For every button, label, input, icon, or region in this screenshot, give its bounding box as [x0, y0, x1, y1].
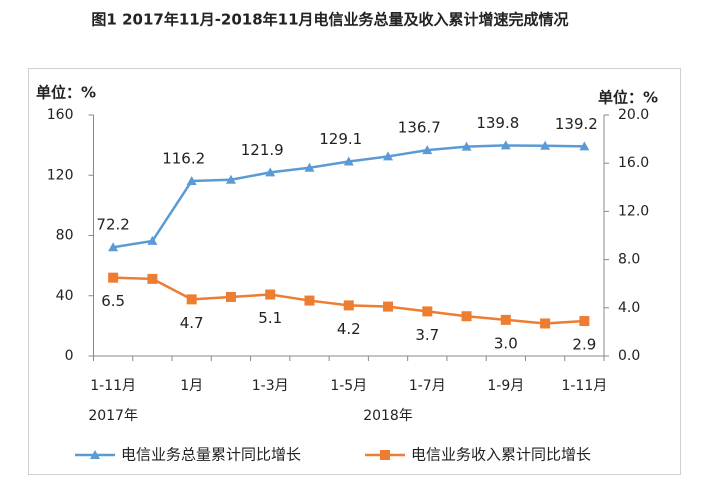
y-tick-label: 0	[65, 348, 74, 364]
year-label: 2017年	[88, 408, 138, 424]
point-marker	[108, 272, 119, 283]
point-marker	[147, 273, 158, 284]
point-marker	[422, 145, 433, 155]
x-tick-label: 1-11月	[90, 378, 136, 394]
chart-title: 图1 2017年11月-2018年11月电信业务总量及收入累计增速完成情况	[91, 11, 568, 29]
data-label: 4.7	[180, 314, 204, 332]
legend-marker	[380, 450, 390, 460]
y-tick-label: 40	[56, 288, 74, 304]
legend-marker	[90, 450, 100, 459]
y2-tick-label: 16.0	[618, 155, 649, 171]
y-tick-label: 120	[47, 167, 74, 183]
data-label: 2.9	[572, 336, 596, 354]
data-label: 3.7	[415, 326, 439, 344]
point-marker	[383, 151, 394, 161]
year-label: 2018年	[363, 408, 413, 424]
point-marker	[540, 318, 551, 329]
y2-tick-label: 4.0	[618, 300, 640, 316]
y2-tick-label: 8.0	[618, 252, 640, 268]
point-marker	[304, 295, 315, 306]
point-marker	[225, 174, 236, 184]
point-marker	[304, 162, 315, 172]
x-tick-label: 1-7月	[409, 378, 446, 394]
legend-label: 电信业务总量累计同比增长	[121, 446, 301, 464]
y2-unit-label: 单位：%	[598, 89, 658, 107]
x-tick-label: 1-5月	[330, 378, 367, 394]
data-label: 72.2	[96, 216, 129, 234]
data-label: 121.9	[241, 141, 284, 159]
point-marker	[343, 156, 354, 166]
data-label: 4.2	[337, 320, 361, 338]
point-marker	[461, 311, 472, 322]
y-unit-label: 单位：%	[36, 84, 96, 102]
point-marker	[422, 306, 433, 317]
y2-tick-label: 12.0	[618, 203, 649, 219]
point-marker	[500, 140, 511, 150]
data-label: 116.2	[162, 149, 205, 167]
chart-frame	[28, 68, 681, 475]
point-marker	[383, 301, 394, 312]
x-tick-label: 1-3月	[252, 378, 289, 394]
point-marker	[500, 314, 511, 325]
point-marker	[461, 141, 472, 151]
data-label: 5.1	[258, 309, 282, 327]
point-marker	[579, 316, 590, 327]
point-marker	[579, 141, 590, 151]
data-label: 6.5	[101, 292, 125, 310]
data-label: 139.2	[555, 115, 598, 133]
data-label: 3.0	[494, 334, 518, 352]
point-marker	[108, 242, 119, 252]
y2-tick-label: 0.0	[618, 348, 640, 364]
data-label: 136.7	[398, 119, 441, 137]
legend-label: 电信业务收入累计同比增长	[411, 446, 591, 464]
point-marker	[147, 235, 158, 245]
point-marker	[186, 294, 197, 305]
point-marker	[225, 291, 236, 302]
point-marker	[265, 289, 276, 300]
point-marker	[343, 300, 354, 311]
y-tick-label: 160	[47, 107, 74, 123]
data-label: 139.8	[476, 114, 519, 132]
y2-tick-label: 20.0	[618, 107, 649, 123]
x-tick-label: 1月	[180, 378, 203, 394]
data-label: 129.1	[319, 130, 362, 148]
point-marker	[186, 175, 197, 185]
x-tick-label: 1-9月	[487, 378, 524, 394]
point-marker	[265, 167, 276, 177]
x-tick-label: 1-11月	[561, 378, 607, 394]
point-marker	[540, 140, 551, 150]
y-tick-label: 80	[56, 228, 74, 244]
